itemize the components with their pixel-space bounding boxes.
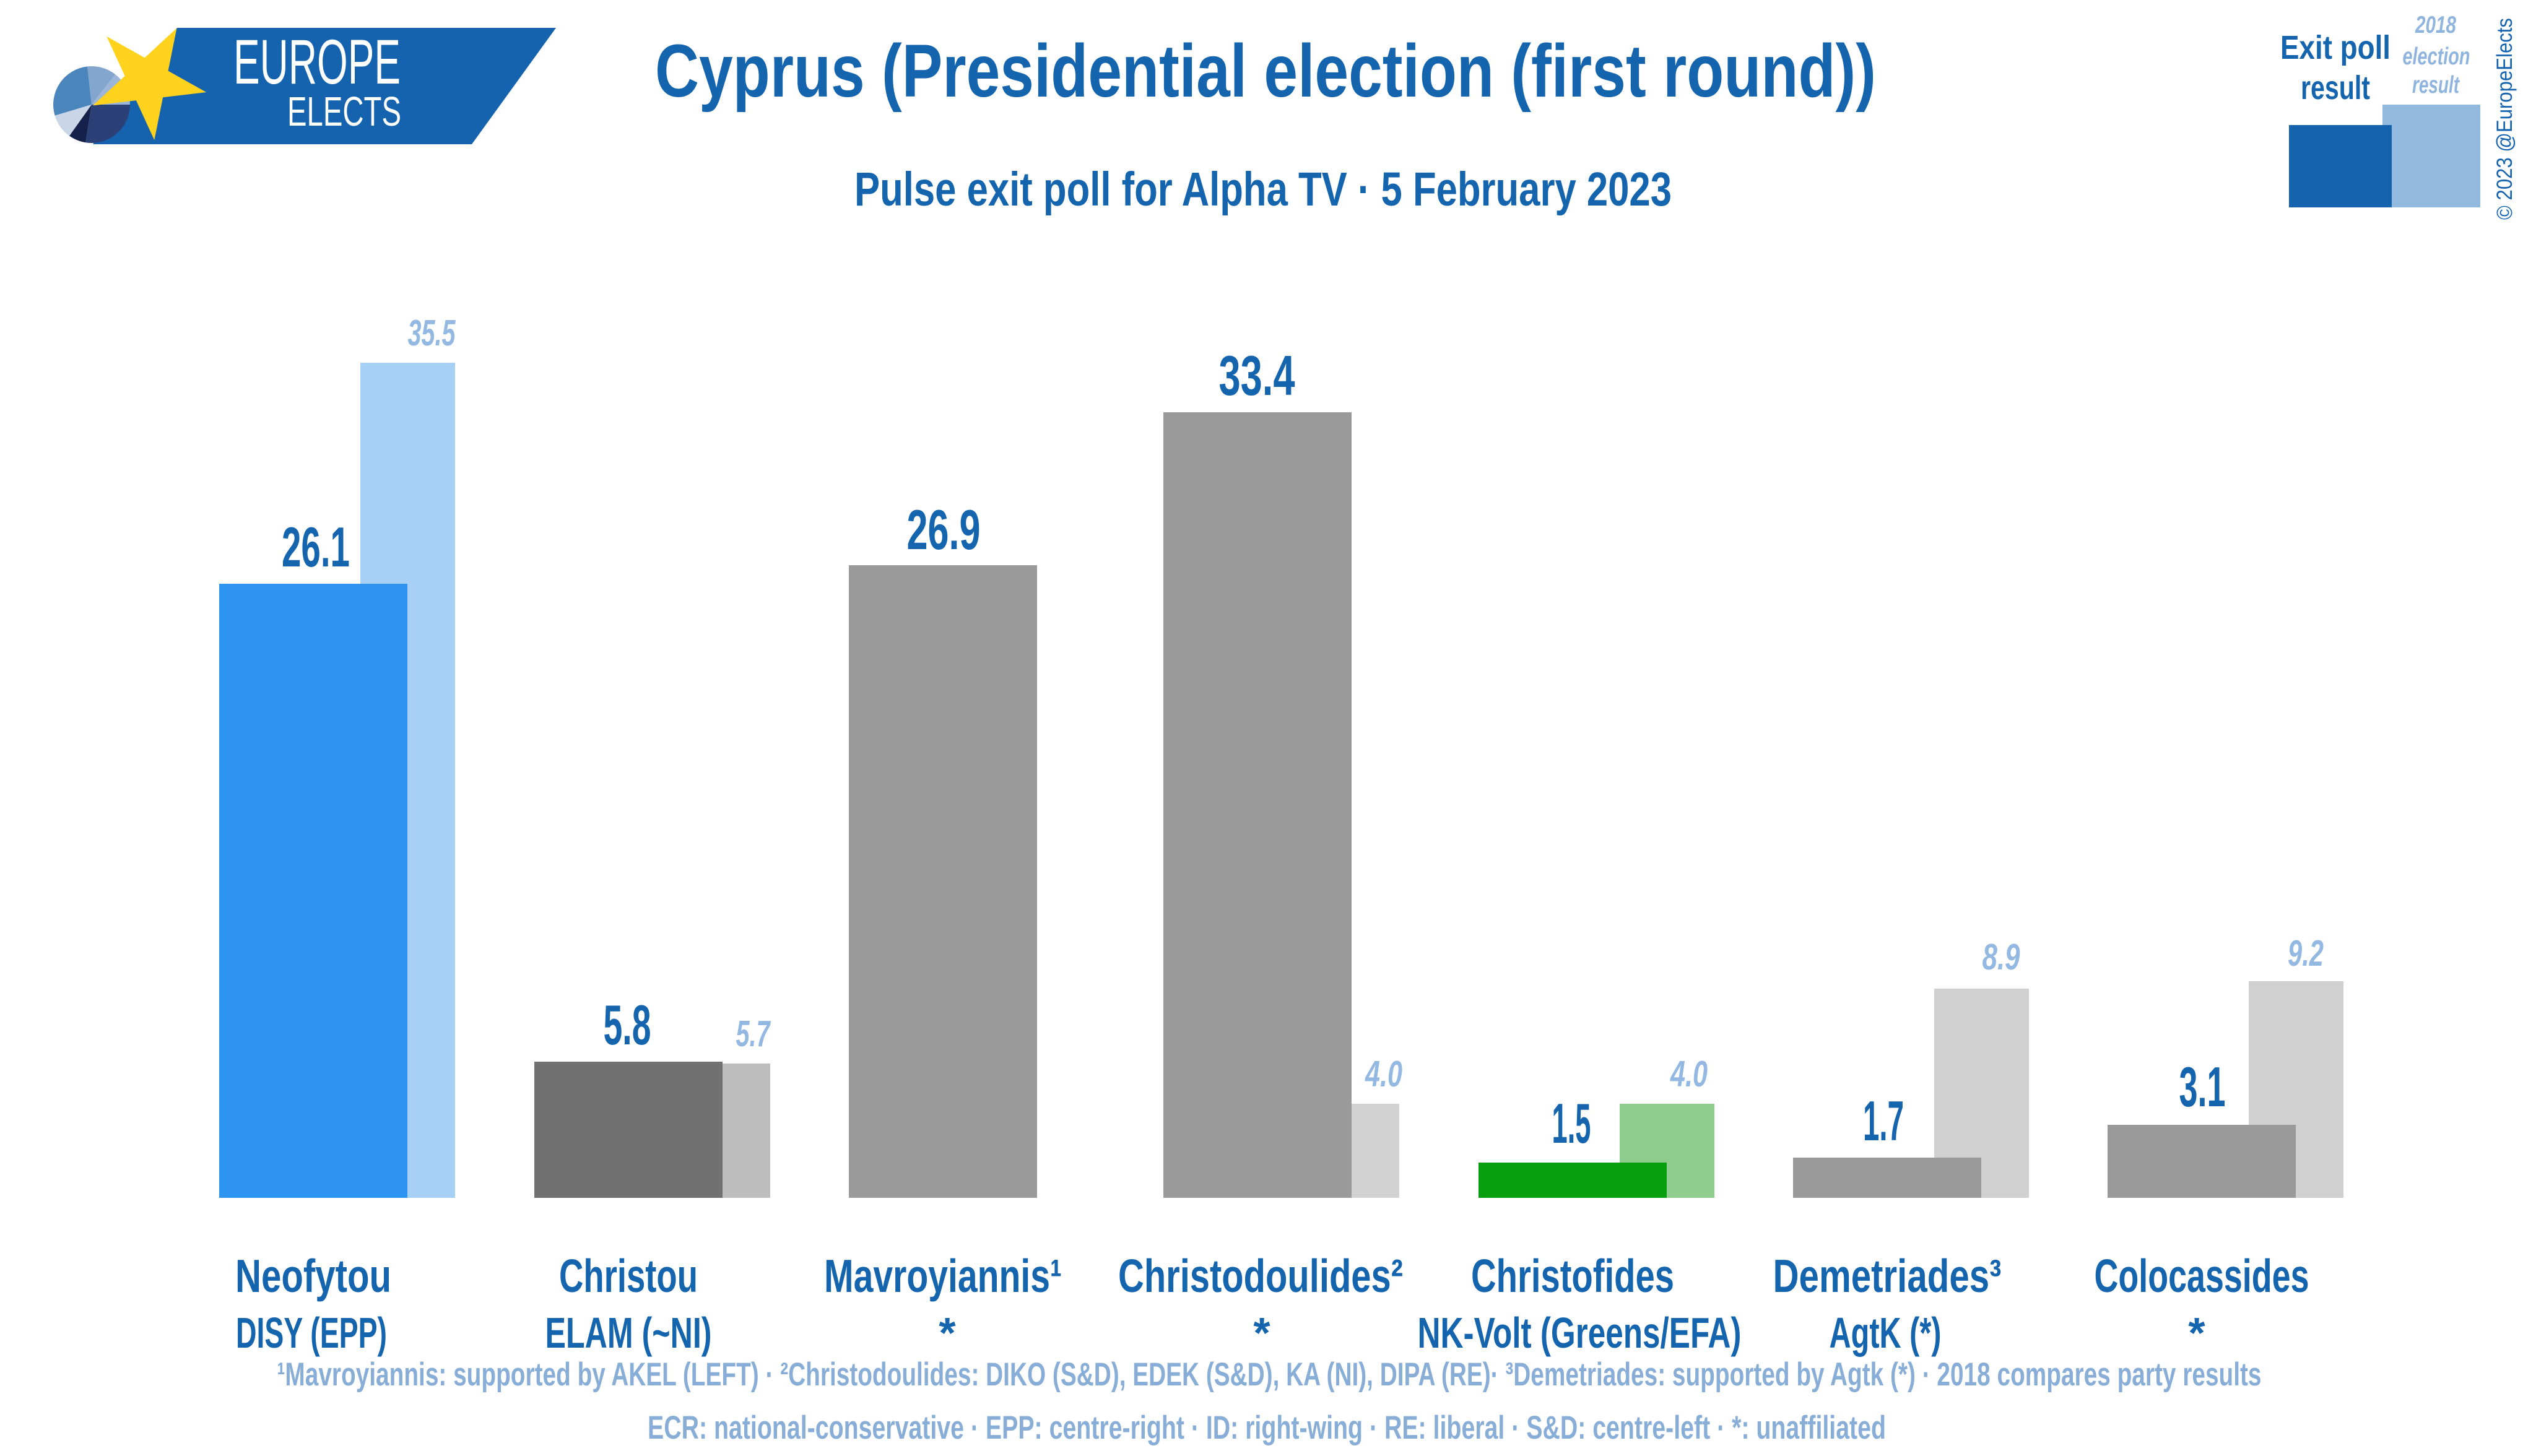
- svg-text:4.0: 4.0: [1365, 1054, 1402, 1094]
- svg-text:DISY (EPP): DISY (EPP): [236, 1309, 387, 1357]
- svg-text:5.7: 5.7: [736, 1013, 771, 1054]
- svg-text:8.9: 8.9: [1982, 937, 2020, 977]
- svg-text:ECR: national-conservative · E: ECR: national-conservative · EPP: centre…: [648, 1410, 1886, 1446]
- svg-text:*: *: [1253, 1309, 1270, 1357]
- svg-text:*: *: [2188, 1309, 2205, 1357]
- svg-text:ELECTS: ELECTS: [287, 89, 401, 135]
- svg-text:¹Mavroyiannis: supported by AK: ¹Mavroyiannis: supported by AKEL (LEFT) …: [277, 1356, 2262, 1393]
- svg-text:9.2: 9.2: [2288, 933, 2324, 974]
- svg-text:election: election: [2403, 43, 2470, 70]
- svg-text:Exit poll: Exit poll: [2280, 29, 2391, 66]
- svg-text:EUROPE: EUROPE: [233, 27, 401, 97]
- svg-text:Mavroyiannis¹: Mavroyiannis¹: [824, 1250, 1062, 1302]
- svg-text:Cyprus (Presidential election: Cyprus (Presidential election (first rou…: [655, 28, 1876, 113]
- svg-text:*: *: [939, 1309, 956, 1357]
- svg-text:Christofides: Christofides: [1471, 1250, 1674, 1302]
- svg-text:1.7: 1.7: [1863, 1090, 1904, 1153]
- svg-text:1.5: 1.5: [1552, 1093, 1591, 1155]
- svg-text:ELAM (~NI): ELAM (~NI): [545, 1309, 712, 1357]
- svg-text:26.1: 26.1: [282, 516, 350, 579]
- svg-text:26.9: 26.9: [907, 499, 981, 561]
- svg-text:2018: 2018: [2415, 12, 2456, 38]
- svg-text:Colocassides: Colocassides: [2095, 1250, 2309, 1302]
- svg-text:Neofytou: Neofytou: [235, 1250, 391, 1302]
- svg-text:Pulse exit poll for Alpha TV ·: Pulse exit poll for Alpha TV · 5 Februar…: [854, 163, 1672, 216]
- svg-text:35.5: 35.5: [408, 313, 456, 353]
- svg-text:5.8: 5.8: [604, 994, 651, 1057]
- svg-text:Christou: Christou: [559, 1250, 698, 1302]
- svg-text:3.1: 3.1: [2179, 1056, 2226, 1119]
- svg-text:4.0: 4.0: [1670, 1054, 1708, 1094]
- svg-text:AgtK (*): AgtK (*): [1830, 1309, 1942, 1357]
- svg-text:result: result: [2412, 72, 2460, 98]
- svg-text:NK-Volt (Greens/EFA): NK-Volt (Greens/EFA): [1418, 1309, 1742, 1357]
- svg-text:result: result: [2301, 69, 2370, 106]
- svg-text:Christodoulides²: Christodoulides²: [1118, 1250, 1403, 1302]
- svg-text:Demetriades³: Demetriades³: [1773, 1250, 2002, 1302]
- svg-text:© 2023 @EuropeElects: © 2023 @EuropeElects: [2493, 18, 2517, 220]
- svg-text:33.4: 33.4: [1219, 345, 1295, 407]
